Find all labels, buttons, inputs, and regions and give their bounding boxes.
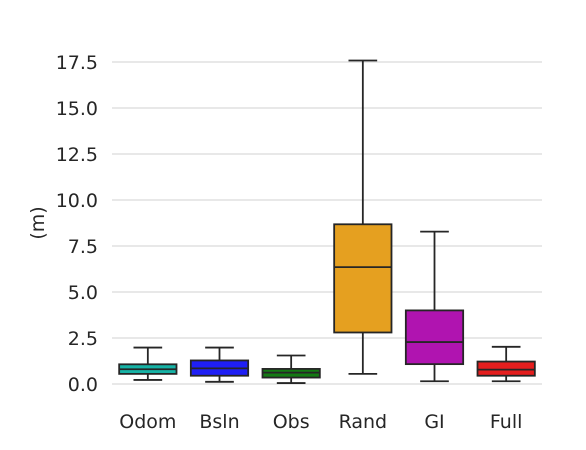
grid-lines <box>112 61 542 385</box>
box-rand <box>333 59 393 375</box>
y-tick-label: 15.0 <box>56 98 98 120</box>
box-obs <box>261 354 321 384</box>
boxes <box>118 59 536 384</box>
x-tick-label: GI <box>424 411 444 433</box>
y-tick-label: 7.5 <box>68 236 98 258</box>
box-full <box>476 345 536 383</box>
y-axis-ticks: 0.0 2.5 5.0 7.5 10.0 12.5 15.0 17.5 <box>56 52 98 396</box>
box-rect <box>404 309 465 366</box>
x-tick-label: Obs <box>273 411 310 433</box>
y-tick-label: 5.0 <box>68 282 98 304</box>
box-bsln <box>189 346 250 383</box>
y-tick-label: 2.5 <box>68 328 98 350</box>
y-tick-label: 12.5 <box>56 144 98 166</box>
y-tick-label: 0.0 <box>68 374 98 396</box>
box-rect <box>476 360 536 377</box>
x-tick-label: Rand <box>339 411 388 433</box>
box-gi <box>404 230 465 383</box>
x-tick-label: Bsln <box>199 411 239 433</box>
box-rect <box>333 223 393 334</box>
y-axis-label: (m) <box>27 206 49 239</box>
x-tick-label: Full <box>490 411 523 433</box>
y-tick-label: 10.0 <box>56 190 98 212</box>
x-tick-label: Odom <box>119 411 176 433</box>
y-tick-label: 17.5 <box>56 52 98 74</box>
box-odom <box>118 346 178 381</box>
x-axis-ticks: Odom Bsln Obs Rand GI Full <box>119 411 522 433</box>
